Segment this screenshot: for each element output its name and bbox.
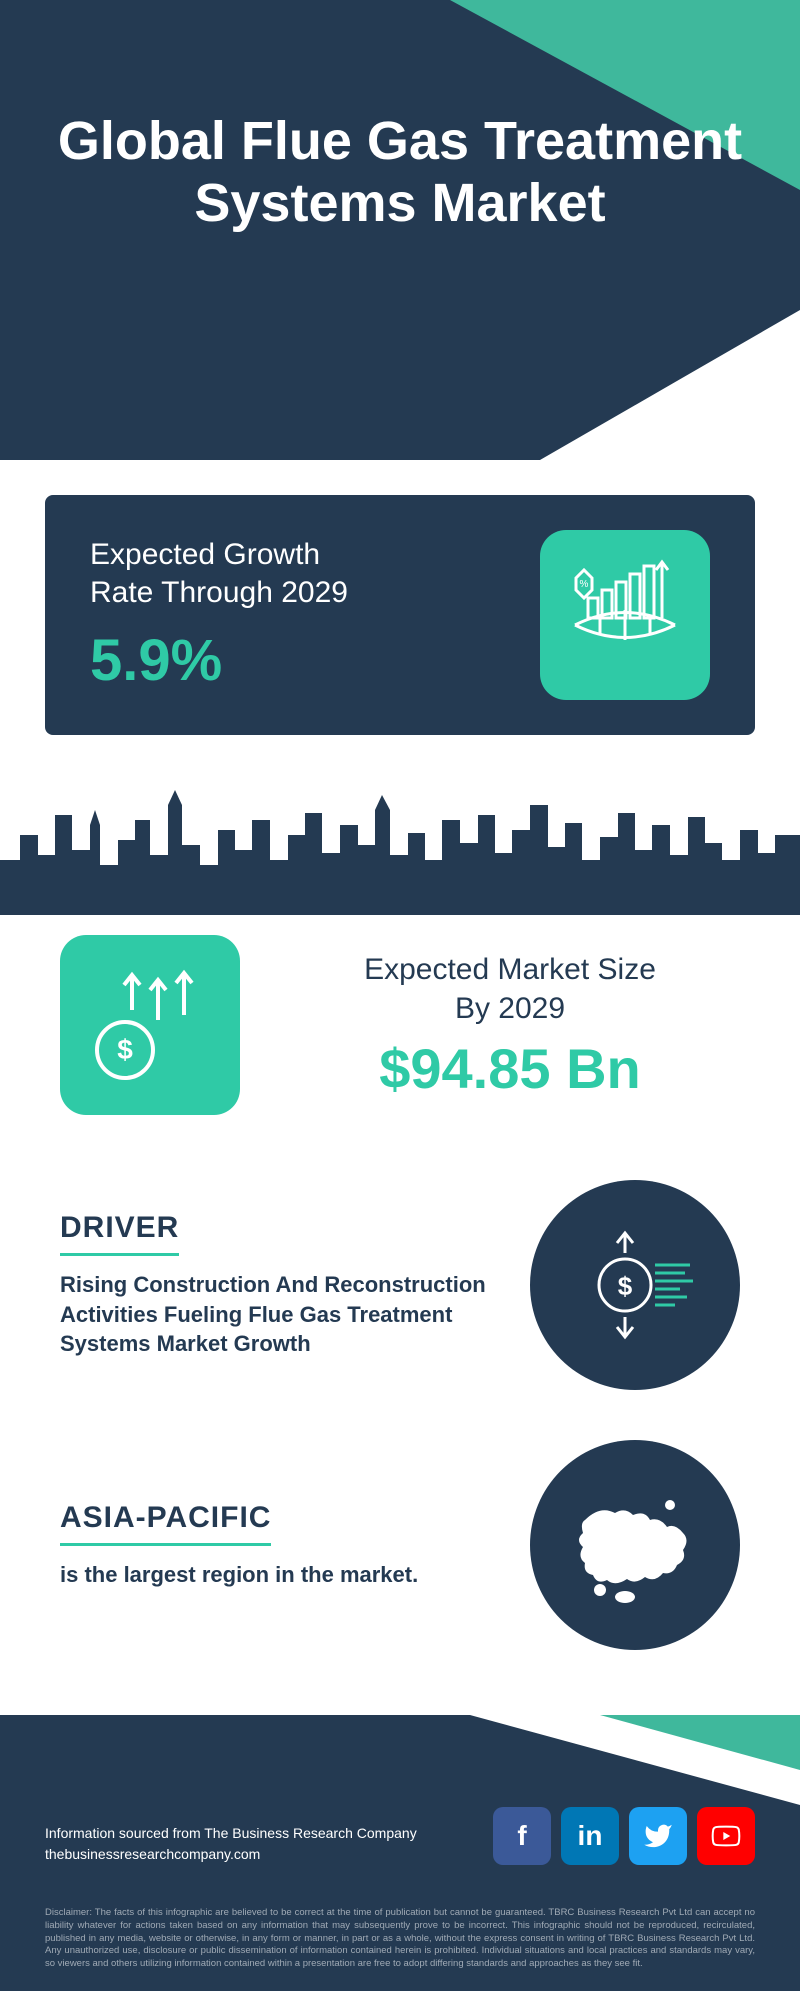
header-section: Global Flue Gas Treatment Systems Market	[0, 0, 800, 460]
disclaimer-text: Disclaimer: The facts of this infographi…	[0, 1895, 800, 1991]
page-title: Global Flue Gas Treatment Systems Market	[0, 110, 800, 234]
footer-accent-triangle	[600, 1715, 800, 1770]
facebook-icon[interactable]: f	[493, 1807, 551, 1865]
svg-text:$: $	[117, 1034, 133, 1065]
youtube-icon[interactable]	[697, 1807, 755, 1865]
region-body: is the largest region in the market.	[60, 1560, 490, 1590]
svg-text:$: $	[618, 1271, 633, 1301]
market-label-2: By 2029	[280, 989, 740, 1028]
twitter-icon[interactable]	[629, 1807, 687, 1865]
growth-value: 5.9%	[90, 627, 348, 694]
footer-section: Information sourced from The Business Re…	[0, 1715, 800, 1895]
region-heading: ASIA-PACIFIC	[60, 1501, 271, 1546]
footer-url: thebusinessresearchcompany.com	[45, 1844, 417, 1865]
region-section: ASIA-PACIFIC is the largest region in th…	[0, 1415, 800, 1675]
market-value: $94.85 Bn	[280, 1036, 740, 1101]
growth-rate-panel: Expected Growth Rate Through 2029 5.9% %	[45, 495, 755, 735]
money-flow-icon: $	[530, 1180, 740, 1390]
footer-source: Information sourced from The Business Re…	[45, 1823, 417, 1844]
header-cut-triangle	[540, 310, 800, 460]
market-growth-icon: $	[60, 935, 240, 1115]
driver-section: DRIVER Rising Construction And Reconstru…	[0, 1155, 800, 1415]
driver-body: Rising Construction And Reconstruction A…	[60, 1270, 490, 1359]
growth-chart-icon: %	[540, 530, 710, 700]
city-skyline-graphic	[0, 765, 800, 915]
market-size-panel: $ Expected Market Size By 2029 $94.85 Bn	[0, 915, 800, 1155]
market-label-1: Expected Market Size	[280, 950, 740, 989]
linkedin-icon[interactable]: in	[561, 1807, 619, 1865]
growth-label-1: Expected Growth	[90, 536, 348, 574]
driver-heading: DRIVER	[60, 1211, 179, 1256]
social-links: f in	[493, 1807, 755, 1865]
svg-text:%: %	[580, 579, 589, 590]
growth-label-2: Rate Through 2029	[90, 574, 348, 612]
globe-map-icon	[530, 1440, 740, 1650]
